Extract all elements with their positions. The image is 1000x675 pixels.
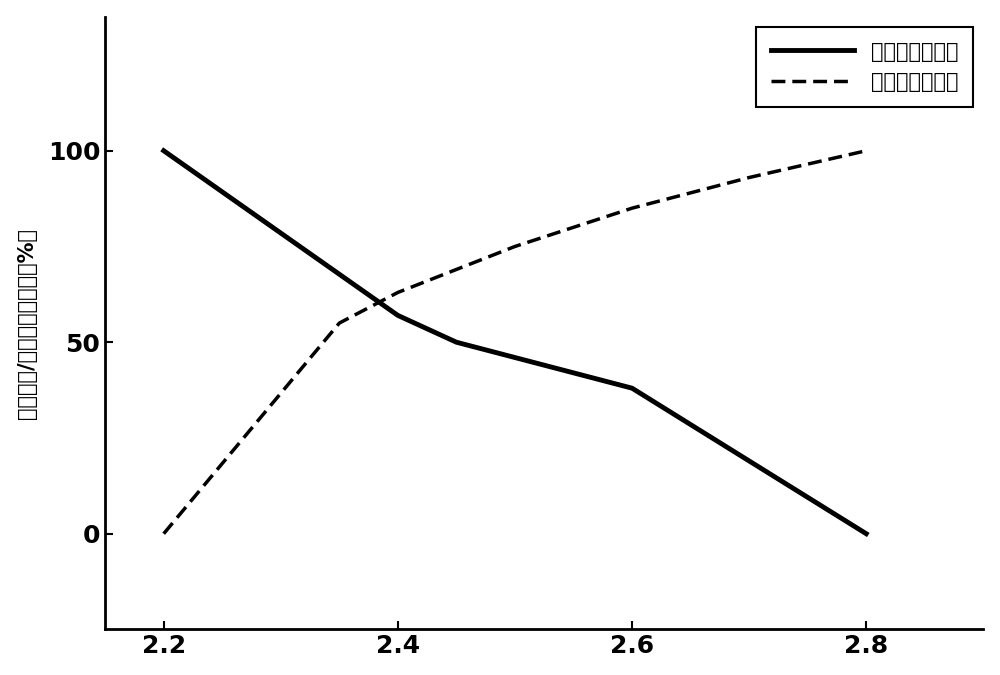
密度变化百分数: [392, 311, 404, 319]
强度变化百分数: [509, 242, 521, 250]
Line: 密度变化百分数: 密度变化百分数: [164, 151, 866, 534]
强度变化百分数: [158, 530, 170, 538]
密度变化百分数: [626, 384, 638, 392]
强度变化百分数: [333, 319, 345, 327]
强度变化百分数: [860, 146, 872, 155]
强度变化百分数: [626, 204, 638, 212]
密度变化百分数: [860, 530, 872, 538]
Line: 强度变化百分数: 强度变化百分数: [164, 151, 866, 534]
Legend: 密度变化百分数, 强度变化百分数: 密度变化百分数, 强度变化百分数: [756, 27, 973, 107]
密度变化百分数: [450, 338, 462, 346]
强度变化百分数: [392, 288, 404, 296]
强度变化百分数: [743, 173, 755, 182]
Y-axis label: 活件密度/强度变化百分数（%）: 活件密度/强度变化百分数（%）: [17, 227, 37, 418]
密度变化百分数: [158, 146, 170, 155]
